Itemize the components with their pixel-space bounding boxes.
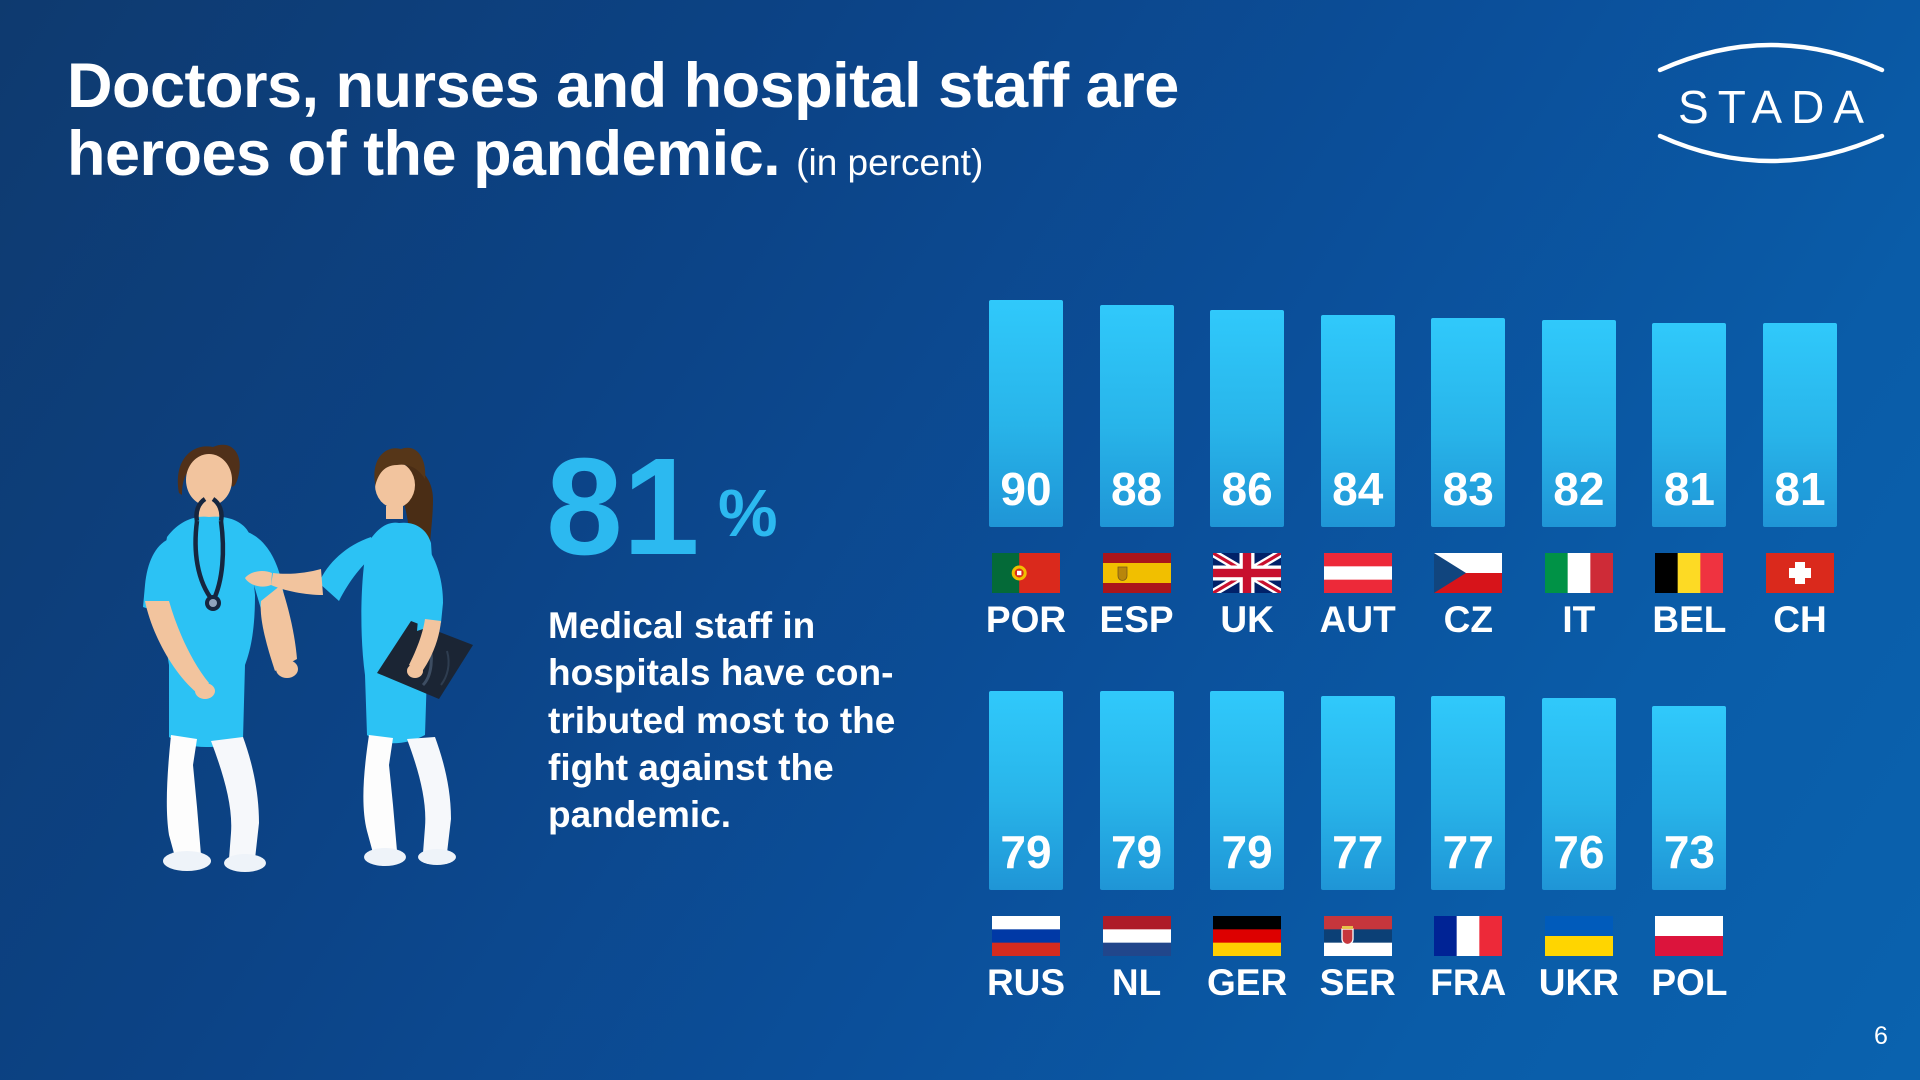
country-label: BEL — [1652, 598, 1727, 640]
bar: 82 — [1541, 320, 1616, 527]
flag-czechia-icon — [1434, 552, 1503, 593]
bar-value: 79 — [1110, 825, 1163, 878]
flag-uk-icon — [1213, 552, 1282, 593]
bar-value: 88 — [1110, 462, 1163, 515]
bar: 84 — [1320, 315, 1395, 527]
flag-serbia-icon — [1323, 915, 1392, 956]
bar: 81 — [1652, 322, 1727, 527]
bar-column-bel: 81 BEL — [1652, 300, 1727, 640]
bar: 73 — [1652, 706, 1727, 890]
flag-austria-icon — [1323, 552, 1392, 593]
bar-value: 83 — [1442, 462, 1494, 515]
flag-germany-icon — [1213, 915, 1282, 956]
description-line: Medical staff in — [548, 605, 816, 646]
highlight-unit: % — [717, 476, 778, 551]
nurse-figure — [245, 447, 473, 866]
country-label: FRA — [1430, 961, 1507, 1003]
flag-ukraine-icon — [1544, 915, 1613, 956]
bar-value: 77 — [1442, 825, 1494, 878]
country-label: CZ — [1443, 598, 1493, 640]
bar-column-ukr: 76 UKR — [1539, 691, 1619, 1003]
bar-value: 79 — [1000, 825, 1052, 878]
medical-staff-illustration — [143, 444, 473, 872]
bar-column-esp: 88 ESP — [1099, 300, 1174, 640]
bar-value: 84 — [1332, 462, 1384, 515]
doctor-figure — [143, 444, 298, 872]
bar-column-ger: 79 GER — [1207, 690, 1287, 1003]
bar-value: 82 — [1553, 462, 1605, 515]
title-line-1: Doctors, nurses and hospital staff are — [67, 52, 1179, 120]
country-label: AUT — [1319, 598, 1396, 640]
description-line: pandemic. — [548, 794, 731, 836]
bar-column-pol: 73 POL — [1651, 691, 1727, 1003]
highlight-stat: 81 % — [546, 438, 778, 576]
title-suffix: (in percent) — [796, 142, 984, 184]
title-text-2: heroes of the pandemic. — [67, 119, 781, 190]
bar-column-uk: 86 UK — [1210, 300, 1285, 640]
country-label: UK — [1220, 598, 1274, 640]
title-line-2: heroes of the pandemic. (in percent) — [67, 120, 1179, 188]
description-line: fight against the — [548, 747, 834, 789]
bar-row-1: 90 POR 88 ESP 86 UK 84 AUT 83 CZ 82 IT 81 BEL 81 CH — [986, 300, 1874, 640]
country-label: POL — [1651, 961, 1728, 1003]
highlight-value: 81 — [546, 430, 700, 584]
flag-italy-icon — [1544, 552, 1613, 593]
bar-value: 86 — [1221, 462, 1273, 515]
bar-value: 79 — [1221, 825, 1273, 878]
bar: 83 — [1431, 317, 1506, 527]
country-label: ESP — [1099, 598, 1174, 640]
country-label: IT — [1562, 598, 1596, 640]
flag-spain-icon — [1102, 552, 1171, 593]
flag-switzerland-icon — [1765, 552, 1834, 593]
bar: 79 — [989, 690, 1063, 890]
flag-netherlands-icon — [1102, 915, 1171, 956]
title-text-1: Doctors, nurses and hospital staff are — [67, 51, 1179, 121]
bar: 81 — [1762, 322, 1837, 527]
bar-value: 81 — [1774, 462, 1826, 515]
bar: 77 — [1320, 695, 1395, 890]
country-label: UKR — [1538, 961, 1619, 1003]
stada-logo-text: STADA — [1678, 81, 1873, 133]
bar-value: 77 — [1332, 825, 1384, 878]
bar-column-ch: 81 CH — [1762, 300, 1837, 640]
flag-belgium-icon — [1655, 552, 1724, 593]
country-label: RUS — [986, 961, 1066, 1003]
country-label: NL — [1111, 961, 1162, 1003]
bar-column-nl: 79 NL — [1099, 690, 1174, 1003]
bar: 79 — [1210, 690, 1285, 890]
country-label: GER — [1207, 961, 1288, 1003]
bar-column-ser: 77 SER — [1320, 691, 1396, 1003]
bar: 86 — [1210, 310, 1285, 527]
bar: 79 — [1099, 690, 1174, 890]
bar-value: 73 — [1663, 825, 1715, 878]
bar: 90 — [989, 300, 1063, 527]
stada-logo: STADA — [1652, 28, 1890, 178]
bar-column-rus: 79 RUS — [987, 690, 1065, 1003]
flag-france-icon — [1434, 915, 1503, 956]
flag-russia-icon — [992, 915, 1060, 956]
highlight-description: Medical staff in hospitals have con- tri… — [548, 602, 978, 839]
bar: 77 — [1431, 695, 1506, 890]
country-label: CH — [1773, 598, 1827, 640]
page-number: 6 — [1874, 1022, 1888, 1050]
bar-column-aut: 84 AUT — [1320, 300, 1396, 640]
bar-value: 76 — [1553, 825, 1605, 878]
description-line: hospitals have con- — [548, 652, 894, 694]
bar-row-2: 79 RUS 79 NL 79 GER 77 SER 77 FRA 76 UKR 73 POL — [987, 690, 1763, 1003]
flag-poland-icon — [1655, 915, 1724, 956]
bar-column-por: 90 POR — [986, 300, 1066, 640]
bar-column-cz: 83 CZ — [1431, 300, 1506, 640]
stada-logo-arcs-icon — [1657, 42, 1885, 164]
bar-column-it: 82 IT — [1541, 300, 1616, 640]
country-label: SER — [1319, 961, 1396, 1003]
bar-value: 81 — [1663, 462, 1715, 515]
bar-value: 90 — [1000, 462, 1052, 515]
description-line: tributed most to the — [548, 699, 896, 741]
slide-title: Doctors, nurses and hospital staff are h… — [67, 52, 1179, 188]
bar: 88 — [1099, 305, 1174, 527]
bar: 76 — [1541, 698, 1616, 890]
flag-portugal-icon — [992, 552, 1060, 593]
bar-column-fra: 77 FRA — [1430, 691, 1506, 1003]
country-label: POR — [985, 598, 1067, 640]
